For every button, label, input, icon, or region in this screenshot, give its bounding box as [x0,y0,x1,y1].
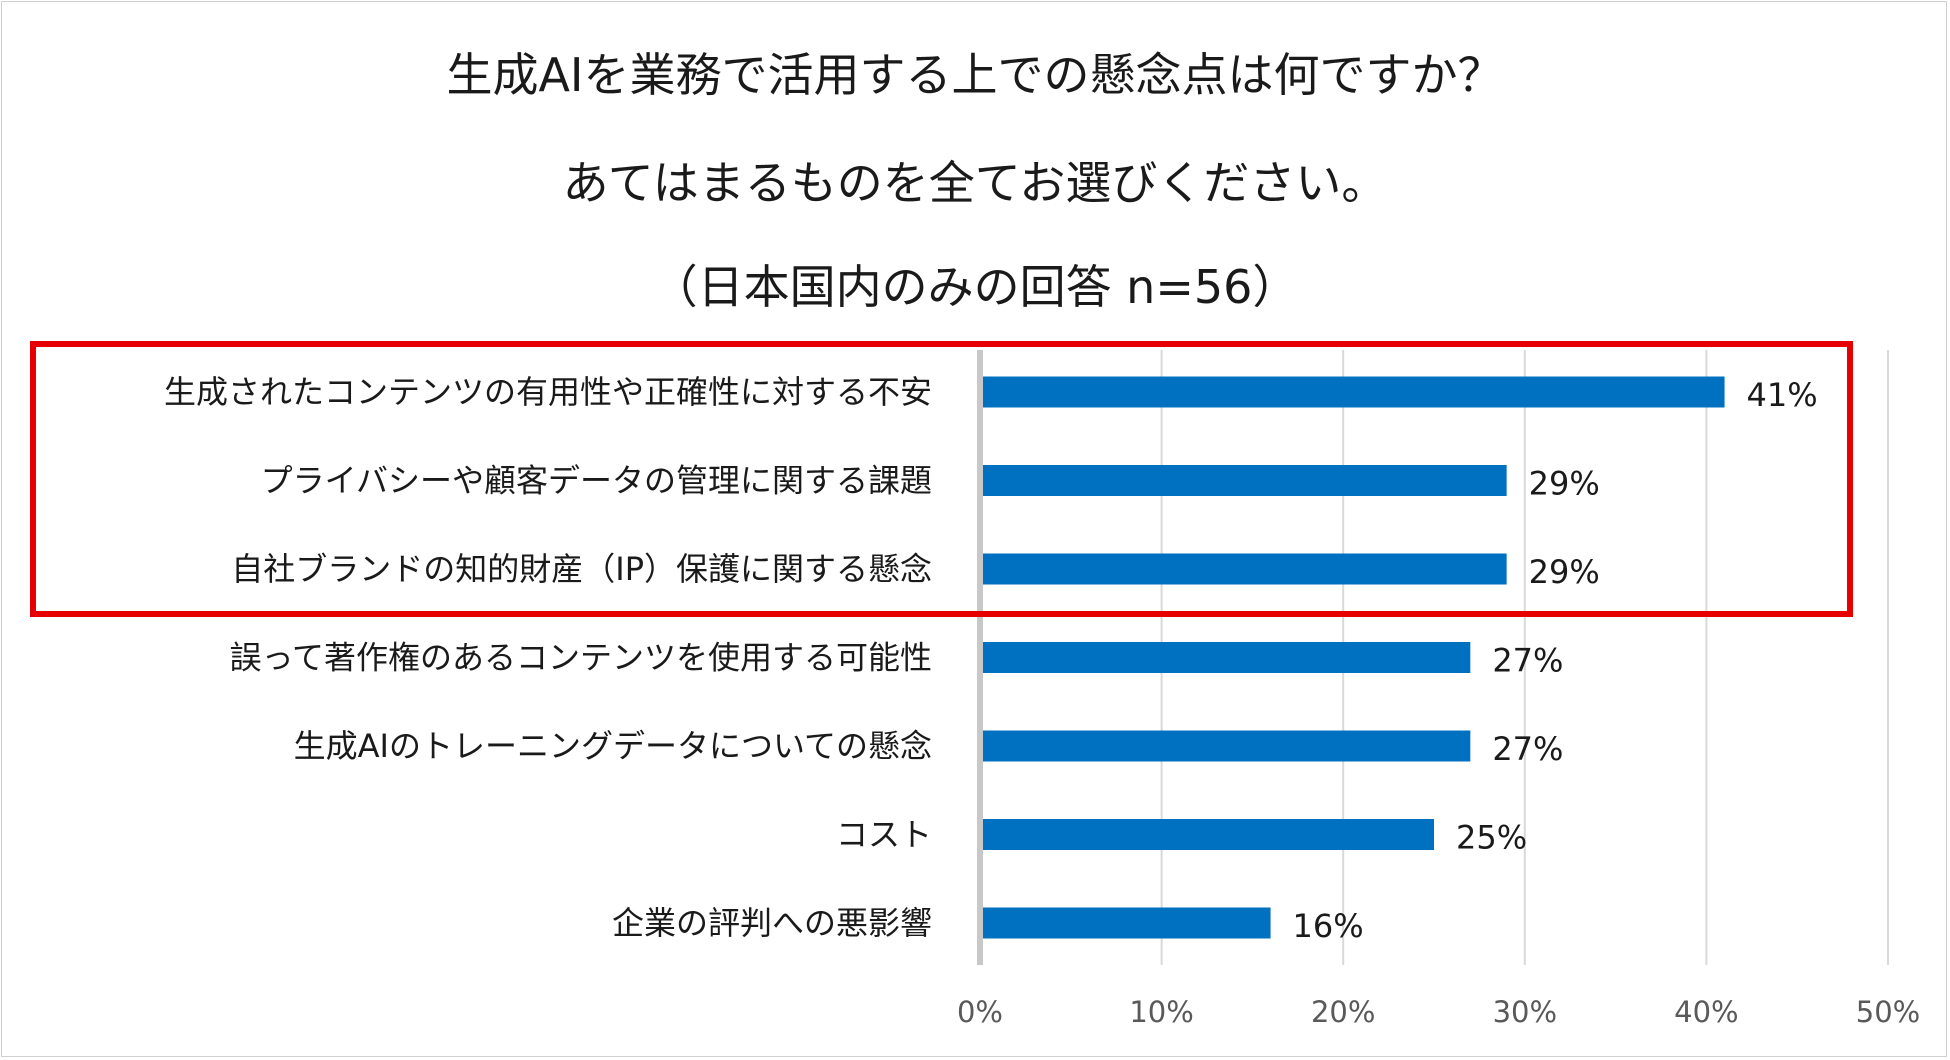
x-tick-label-0: 0% [957,995,1003,1029]
bar-6 [983,907,1271,939]
category-label-6: 企業の評判への悪影響 [612,904,932,942]
chart-title-line-1: 生成AIを業務で活用する上での懸念点は何ですか？ [446,48,1504,102]
data-label-3: 27% [1492,642,1563,680]
bar-0 [983,376,1725,408]
data-label-4: 27% [1492,730,1563,768]
x-tick-label-4: 40% [1674,995,1738,1029]
data-label-6: 16% [1293,907,1364,945]
chart-title-line-2: あてはまるものを全てお選びください。 [562,156,1388,210]
data-label-5: 25% [1456,819,1527,857]
bar-5 [983,819,1434,850]
category-label-1: プライバシーや顧客データの管理に関する課題 [261,462,932,500]
data-label-2: 29% [1529,553,1600,591]
bar-3 [983,642,1471,673]
chart-title-line-3: （日本国内のみの回答 n=56） [651,260,1299,314]
data-label-1: 29% [1529,465,1600,503]
bar-1 [983,465,1507,496]
category-label-2: 自社ブランドの知的財産（IP）保護に関する懸念 [231,550,932,588]
x-tick-label-5: 50% [1856,995,1920,1029]
x-tick-label-2: 20% [1311,995,1375,1029]
highlight-box [30,341,1853,617]
category-label-5: コスト [836,816,932,854]
x-tick-label-1: 10% [1129,995,1193,1029]
x-tick-label-3: 30% [1493,995,1557,1029]
bar-4 [983,730,1471,762]
bar-2 [983,553,1507,585]
data-label-0: 41% [1747,376,1818,414]
category-label-0: 生成されたコンテンツの有用性や正確性に対する不安 [164,373,932,411]
category-label-3: 誤って著作権のあるコンテンツを使用する可能性 [230,639,932,677]
category-label-4: 生成AIのトレーニングデータについての懸念 [294,727,932,765]
